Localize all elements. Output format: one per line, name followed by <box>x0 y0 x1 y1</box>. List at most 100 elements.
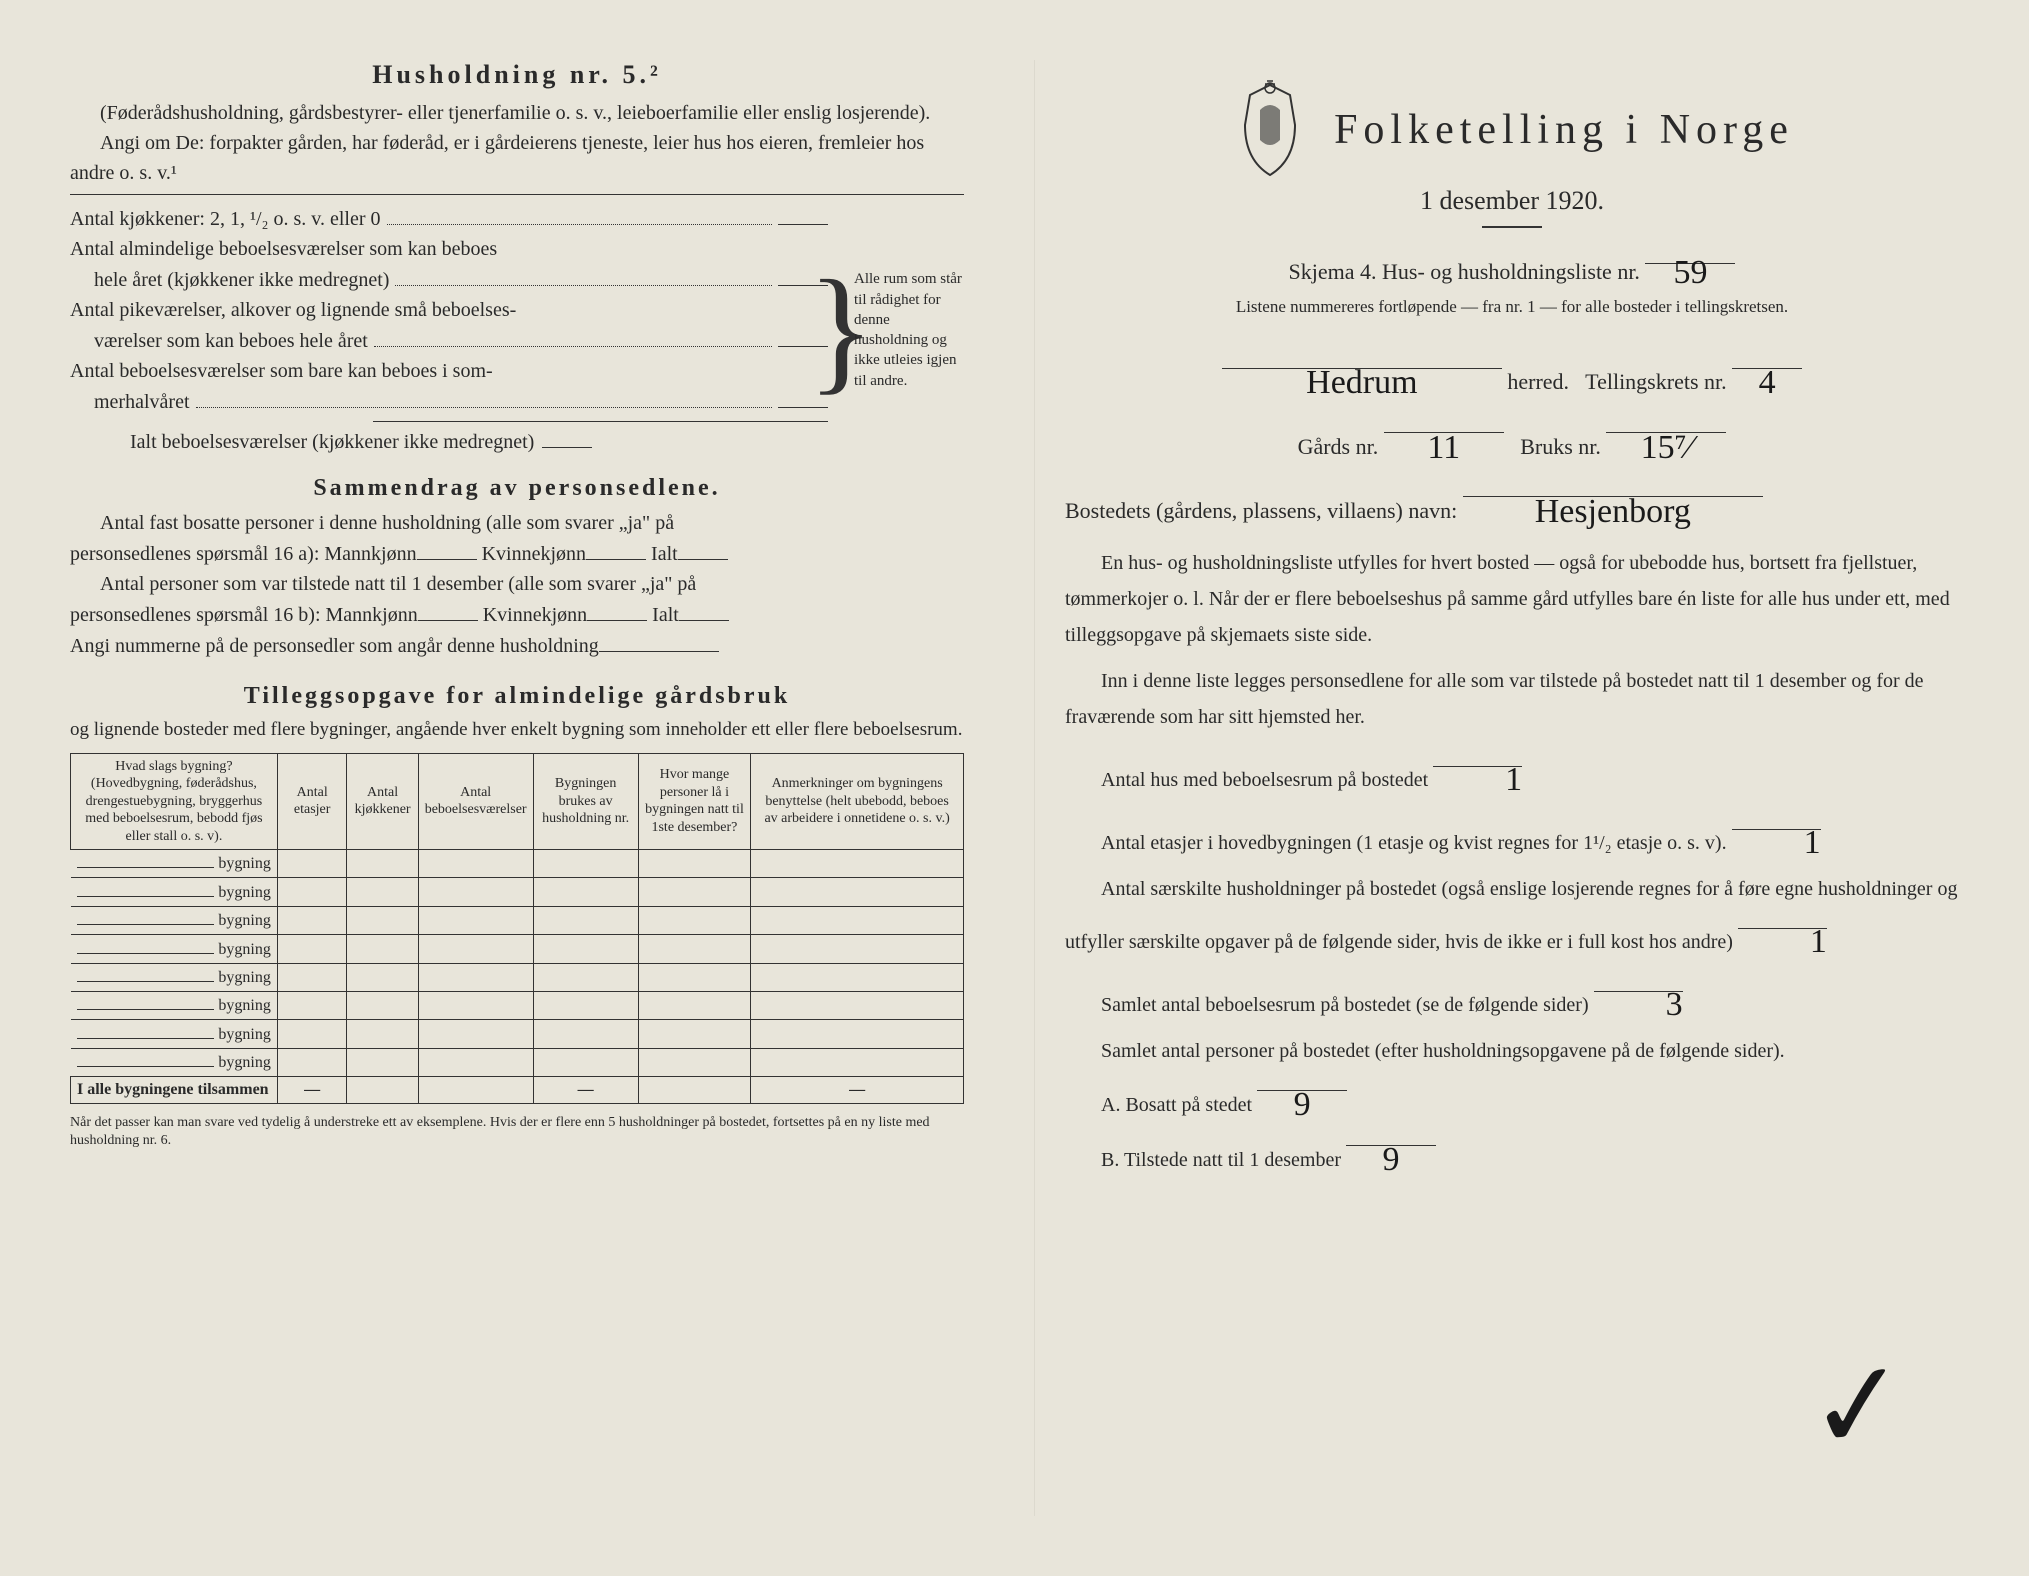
col-6: Anmerkninger om bygningens benyttelse (h… <box>751 753 964 850</box>
para1: En hus- og husholdningsliste utfylles fo… <box>1065 545 1959 653</box>
col-3: Antal beboelsesværelser <box>418 753 533 850</box>
totals-row: I alle bygningene tilsammen——— <box>71 1077 964 1104</box>
bygning-label-cell: bygning <box>71 1020 278 1048</box>
table-row: bygning <box>71 878 964 906</box>
q5: Samlet antal personer på bostedet (efter… <box>1065 1033 1959 1069</box>
sammen-1a: Antal fast bosatte personer i denne hush… <box>70 508 964 538</box>
table-cell <box>347 878 418 906</box>
table-cell <box>418 991 533 1019</box>
table-header-row: Hvad slags bygning? (Hovedbygning, føder… <box>71 753 964 850</box>
sammen-2a: Antal personer som var tilstede natt til… <box>70 569 964 599</box>
table-cell <box>277 963 347 991</box>
table-cell <box>751 850 964 878</box>
table-body: bygning bygning bygning bygning bygning … <box>71 850 964 1104</box>
table-cell <box>418 906 533 934</box>
table-cell <box>277 991 347 1019</box>
bygning-label-cell: bygning <box>71 991 278 1019</box>
table-cell <box>347 1020 418 1048</box>
col-4: Bygningen brukes av husholdning nr. <box>533 753 638 850</box>
rooms-list: Antal kjøkkener: 2, 1, ¹/₂ o. s. v. elle… <box>70 203 828 457</box>
table-row: bygning <box>71 906 964 934</box>
bygning-label-cell: bygning <box>71 963 278 991</box>
table-cell <box>533 935 638 963</box>
para2: Inn i denne liste legges personsedlene f… <box>1065 663 1959 735</box>
husholdning-heading: Husholdning nr. 5.² <box>70 60 964 90</box>
table-cell <box>277 1020 347 1048</box>
gards-line: Gårds nr. 11 Bruks nr. 15⁷⁄ <box>1065 407 1959 471</box>
table-cell <box>533 1020 638 1048</box>
brace: } <box>832 203 850 457</box>
table-cell <box>751 878 964 906</box>
table-row: bygning <box>71 1020 964 1048</box>
room-row-5: Ialt beboelsesværelser (kjøkkener ikke m… <box>70 426 828 457</box>
document-scan: Husholdning nr. 5.² (Føderådshusholdning… <box>20 20 2009 1556</box>
table-cell <box>347 906 418 934</box>
table-cell <box>347 935 418 963</box>
table-cell <box>638 850 751 878</box>
tillegg-title: Tilleggsopgave for almindelige gårdsbruk <box>70 683 964 710</box>
title-block: Folketelling i Norge <box>1065 80 1959 180</box>
q3: Antal særskilte husholdninger på bostede… <box>1065 871 1959 960</box>
q4: Samlet antal beboelsesrum på bostedet (s… <box>1065 970 1959 1023</box>
table-row: bygning <box>71 1048 964 1076</box>
skjema-line: Skjema 4. Hus- og husholdningsliste nr. … <box>1065 238 1959 292</box>
bygning-label-cell: bygning <box>71 878 278 906</box>
table-cell <box>418 963 533 991</box>
divider <box>1482 226 1542 228</box>
rooms-sidenote: Alle rum som står til rådighet for denne… <box>854 203 964 457</box>
table-cell <box>277 878 347 906</box>
herred-line: Hedrum herred. Tellingskrets nr. 4 <box>1065 342 1959 406</box>
sammen-3: Angi nummerne på de personsedler som ang… <box>70 630 964 661</box>
q1: Antal hus med beboelsesrum på bostedet 1 <box>1065 745 1959 798</box>
room-row-3b: værelser som kan beboes hele året <box>70 325 828 356</box>
table-cell <box>347 850 418 878</box>
sub-title: 1 desember 1920. <box>1065 186 1959 216</box>
table-cell <box>638 963 751 991</box>
sammendrag-title: Sammendrag av personsedlene. <box>70 475 964 502</box>
table-row: bygning <box>71 963 964 991</box>
table-cell <box>533 878 638 906</box>
bygning-label-cell: bygning <box>71 1048 278 1076</box>
footnote: Når det passer kan man svare ved tydelig… <box>70 1114 964 1150</box>
tillegg-sub: og lignende bosteder med flere bygninger… <box>70 716 964 745</box>
intro1: (Føderådshusholdning, gårdsbestyrer- ell… <box>70 98 964 128</box>
col-5: Hvor mange personer lå i bygningen natt … <box>638 753 751 850</box>
room-row-2b: hele året (kjøkkener ikke medregnet) <box>70 264 828 295</box>
table-row: bygning <box>71 850 964 878</box>
q2: Antal etasjer i hovedbygningen (1 etasje… <box>1065 808 1959 861</box>
table-cell <box>418 1048 533 1076</box>
table-cell <box>638 935 751 963</box>
table-cell <box>751 1048 964 1076</box>
table-cell <box>638 878 751 906</box>
table-cell <box>638 1020 751 1048</box>
room-row-4b: merhalvåret <box>70 386 828 417</box>
table-cell <box>277 850 347 878</box>
right-page: Folketelling i Norge 1 desember 1920. Sk… <box>1034 60 1959 1516</box>
table-cell <box>347 1048 418 1076</box>
col-2: Antal kjøkkener <box>347 753 418 850</box>
sammen-1b: personsedlenes spørsmål 16 a): Mannkjønn… <box>70 538 964 569</box>
table-cell <box>751 1020 964 1048</box>
table-cell <box>751 935 964 963</box>
room-row-2a: Antal almindelige beboelsesværelser som … <box>70 234 828 264</box>
table-cell <box>418 878 533 906</box>
room-row-1: Antal kjøkkener: 2, 1, ¹/₂ o. s. v. elle… <box>70 203 828 234</box>
checkmark: ✓ <box>1803 1333 1915 1480</box>
room-row-4a: Antal beboelsesværelser som bare kan beb… <box>70 356 828 386</box>
crest-icon <box>1230 80 1310 180</box>
table-cell <box>533 850 638 878</box>
table-cell <box>638 906 751 934</box>
divider <box>373 421 828 422</box>
table-cell <box>277 935 347 963</box>
table-cell <box>418 935 533 963</box>
col-0: Hvad slags bygning? (Hovedbygning, føder… <box>71 753 278 850</box>
table-cell <box>533 906 638 934</box>
bygning-label-cell: bygning <box>71 935 278 963</box>
qB: B. Tilstede natt til 1 desember 9 <box>1101 1124 1959 1179</box>
table-cell <box>347 963 418 991</box>
qA: A. Bosatt på stedet 9 <box>1101 1069 1959 1124</box>
table-cell <box>533 1048 638 1076</box>
table-cell <box>277 906 347 934</box>
table-cell <box>751 963 964 991</box>
main-title-wrap: Folketelling i Norge <box>1334 106 1794 154</box>
